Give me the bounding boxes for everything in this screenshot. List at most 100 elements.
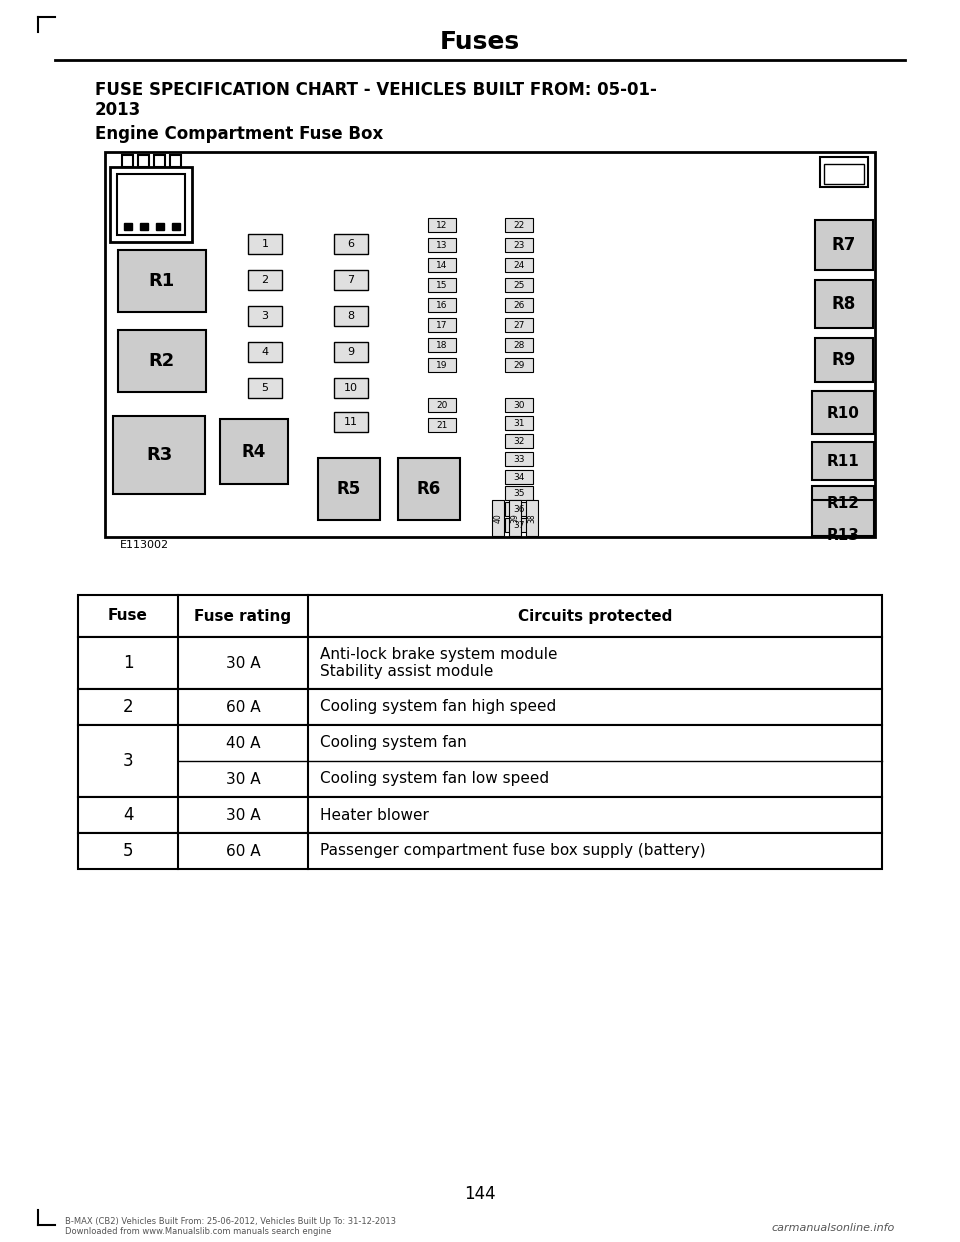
Bar — [117, 174, 185, 235]
Text: 22: 22 — [514, 221, 524, 230]
Text: 5: 5 — [261, 383, 269, 392]
Bar — [334, 306, 368, 325]
Text: 13: 13 — [436, 241, 447, 250]
Text: R11: R11 — [827, 453, 859, 468]
Text: 20: 20 — [436, 400, 447, 410]
Text: 6: 6 — [348, 238, 354, 248]
Text: Cooling system fan low speed: Cooling system fan low speed — [320, 771, 549, 786]
Text: 2013: 2013 — [95, 101, 141, 119]
Text: R4: R4 — [242, 443, 266, 461]
Text: Anti-lock brake system module
Stability assist module: Anti-lock brake system module Stability … — [320, 647, 558, 679]
Bar — [318, 458, 380, 520]
Bar — [78, 595, 882, 637]
Bar — [505, 433, 533, 448]
Bar — [812, 391, 874, 433]
Text: R12: R12 — [827, 497, 859, 512]
Bar — [428, 258, 456, 272]
Text: 7: 7 — [348, 274, 354, 284]
Text: 3: 3 — [261, 310, 269, 320]
Bar — [398, 458, 460, 520]
Text: 40: 40 — [493, 513, 502, 523]
Bar — [122, 155, 133, 166]
Text: Cooling system fan: Cooling system fan — [320, 735, 467, 750]
Bar — [113, 416, 205, 494]
Bar — [248, 378, 282, 397]
Text: 27: 27 — [514, 320, 525, 329]
Bar — [505, 298, 533, 312]
Bar — [78, 797, 882, 833]
Bar — [812, 442, 874, 479]
Text: R7: R7 — [831, 236, 856, 255]
Bar — [428, 358, 456, 373]
Text: R3: R3 — [146, 446, 172, 465]
Bar — [505, 397, 533, 412]
Text: 12: 12 — [436, 221, 447, 230]
Text: R5: R5 — [337, 479, 361, 498]
Bar — [505, 258, 533, 272]
Bar — [428, 238, 456, 252]
Text: 26: 26 — [514, 301, 525, 309]
Text: R1: R1 — [149, 272, 175, 289]
Bar — [428, 419, 456, 432]
Text: 28: 28 — [514, 340, 525, 349]
Bar — [118, 250, 206, 312]
Bar — [78, 725, 882, 797]
Text: 36: 36 — [514, 504, 525, 513]
Text: Fuse rating: Fuse rating — [195, 609, 292, 623]
Bar — [154, 155, 165, 166]
Bar — [220, 419, 288, 484]
Bar — [505, 358, 533, 373]
Text: Passenger compartment fuse box supply (battery): Passenger compartment fuse box supply (b… — [320, 843, 706, 858]
Bar — [505, 278, 533, 292]
Bar — [140, 224, 148, 230]
Bar — [505, 502, 533, 515]
Text: 24: 24 — [514, 261, 524, 270]
Bar — [78, 637, 882, 689]
Bar — [124, 224, 132, 230]
Bar — [428, 219, 456, 232]
Bar — [248, 342, 282, 361]
Bar — [118, 330, 206, 392]
Text: 32: 32 — [514, 436, 525, 446]
Bar — [815, 279, 873, 328]
Bar — [105, 152, 875, 537]
Text: 31: 31 — [514, 419, 525, 427]
Bar — [248, 270, 282, 289]
Text: 60 A: 60 A — [226, 699, 260, 714]
Text: 29: 29 — [514, 360, 525, 370]
Bar — [78, 689, 882, 725]
Text: 5: 5 — [123, 842, 133, 859]
Text: 1: 1 — [261, 238, 269, 248]
Text: 4: 4 — [261, 347, 269, 356]
Text: 30 A: 30 A — [226, 656, 260, 671]
Bar — [492, 501, 504, 537]
Bar — [78, 833, 882, 869]
Text: 39: 39 — [511, 513, 519, 523]
Bar — [138, 155, 149, 166]
Bar — [334, 233, 368, 255]
Text: B-MAX (CB2) Vehicles Built From: 25-06-2012, Vehicles Built Up To: 31-12-2013: B-MAX (CB2) Vehicles Built From: 25-06-2… — [65, 1217, 396, 1227]
Bar — [248, 233, 282, 255]
Bar — [812, 501, 874, 537]
Text: 14: 14 — [436, 261, 447, 270]
Bar — [334, 378, 368, 397]
Text: Cooling system fan high speed: Cooling system fan high speed — [320, 699, 556, 714]
Bar — [824, 164, 864, 184]
Bar — [505, 469, 533, 484]
Text: 21: 21 — [436, 421, 447, 430]
Bar — [509, 501, 521, 537]
Bar — [334, 342, 368, 361]
Text: 144: 144 — [465, 1185, 495, 1203]
Text: 17: 17 — [436, 320, 447, 329]
Text: 2: 2 — [261, 274, 269, 284]
Bar — [526, 501, 538, 537]
Text: 23: 23 — [514, 241, 525, 250]
Text: 38: 38 — [527, 513, 537, 523]
Text: 35: 35 — [514, 488, 525, 498]
Text: 30: 30 — [514, 400, 525, 410]
Text: Heater blower: Heater blower — [320, 807, 429, 822]
Text: FUSE SPECIFICATION CHART - VEHICLES BUILT FROM: 05-01-: FUSE SPECIFICATION CHART - VEHICLES BUIL… — [95, 81, 657, 99]
Text: 30 A: 30 A — [226, 807, 260, 822]
Text: carmanualsonline.info: carmanualsonline.info — [772, 1223, 895, 1233]
Bar — [172, 224, 180, 230]
